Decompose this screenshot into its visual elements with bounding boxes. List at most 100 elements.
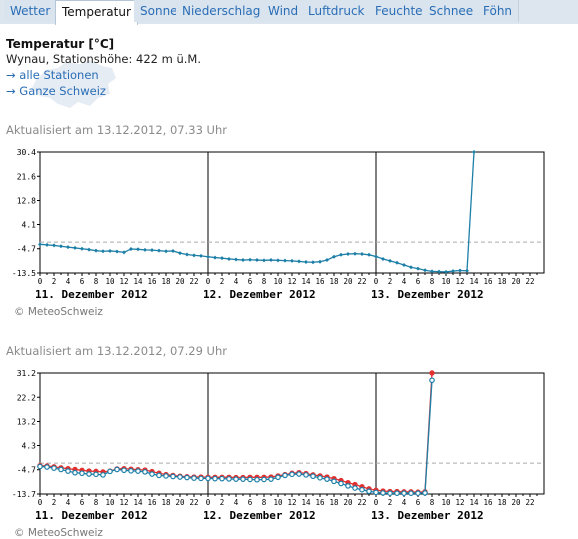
- x-tick-label: 14: [469, 277, 479, 286]
- x-tick-label: 10: [441, 498, 451, 507]
- data-point: [66, 245, 70, 250]
- data-point: [394, 490, 400, 496]
- data-point: [429, 377, 435, 384]
- x-tick-label: 10: [105, 498, 115, 507]
- temperature-chart-1: 30.421.612.84.1-4.7-13.50 2 4 6 8 10 12 14 16 18 2…: [12, 148, 545, 301]
- data-point: [402, 263, 406, 268]
- x-tick-label: 22: [189, 498, 198, 507]
- y-tick-label: 4.3: [22, 441, 37, 450]
- tab-schnee[interactable]: Schnee: [423, 0, 481, 22]
- data-point: [171, 248, 175, 253]
- x-tick-label: 16: [315, 498, 325, 507]
- x-tick-label: 2: [388, 277, 393, 286]
- data-point: [338, 480, 344, 487]
- data-point: [191, 475, 197, 481]
- x-tick-label: 6: [248, 498, 253, 507]
- x-tick-label: 4: [234, 277, 239, 286]
- x-tick-label: 16: [483, 277, 493, 286]
- tab-sonne[interactable]: Sonne: [134, 0, 185, 22]
- data-point: [401, 490, 407, 496]
- data-point: [360, 251, 364, 256]
- x-tick-label: 12: [119, 277, 128, 286]
- x-tick-label: 22: [357, 277, 366, 286]
- x-tick-label: 18: [497, 498, 507, 507]
- data-point: [324, 476, 330, 482]
- tab-wind[interactable]: Wind: [262, 0, 306, 22]
- tab-niederschlag[interactable]: Niederschlag: [176, 0, 268, 22]
- x-tick-label: 2: [220, 498, 225, 507]
- data-point: [268, 476, 274, 482]
- data-point: [108, 248, 112, 253]
- data-point: [164, 249, 168, 254]
- data-point: [416, 266, 420, 271]
- chart1-updated: Aktualisiert am 13.12.2012, 07.33 Uhr: [6, 123, 227, 137]
- x-tick-label: 6: [80, 498, 85, 507]
- data-point: [234, 257, 238, 262]
- x-tick-label: 20: [175, 498, 185, 507]
- tab-wetter[interactable]: Wetter: [4, 0, 58, 22]
- data-point: [240, 476, 246, 482]
- data-point: [136, 247, 140, 252]
- data-point: [472, 150, 476, 154]
- data-point: [51, 465, 57, 471]
- x-tick-label: 14: [469, 498, 479, 507]
- data-point: [374, 254, 378, 259]
- data-point: [72, 469, 78, 476]
- data-point: [79, 470, 85, 477]
- tab-feuchte[interactable]: Feuchte: [369, 0, 430, 22]
- data-point: [331, 478, 337, 485]
- data-point: [135, 468, 141, 474]
- data-point: [311, 260, 315, 265]
- y-tick-label: 13.2: [17, 418, 36, 427]
- all-stations-link[interactable]: → alle Stationen: [6, 68, 99, 82]
- data-point: [142, 469, 148, 475]
- data-point: [212, 475, 218, 482]
- data-point: [227, 256, 231, 261]
- x-tick-label: 10: [105, 277, 115, 286]
- tab-föhn[interactable]: Föhn: [477, 0, 520, 22]
- data-point: [422, 490, 428, 496]
- x-tick-label: 0: [38, 277, 43, 286]
- data-point: [177, 474, 183, 480]
- x-tick-label: 4: [402, 498, 407, 507]
- data-point: [325, 258, 329, 263]
- x-tick-label: 12: [455, 277, 464, 286]
- data-point: [429, 370, 435, 376]
- y-tick-label: -13.5: [12, 269, 36, 278]
- x-tick-label: 22: [357, 498, 366, 507]
- page-title: Temperatur [°C]: [6, 37, 115, 51]
- data-point: [408, 490, 414, 496]
- x-tick-label: 16: [147, 498, 157, 507]
- data-point: [199, 253, 203, 258]
- data-point: [444, 269, 448, 274]
- y-tick-label: -4.7: [17, 245, 36, 254]
- whole-switzerland-link[interactable]: → Ganze Schweiz: [6, 84, 106, 98]
- x-tick-label: 8: [430, 277, 435, 286]
- tab-luftdruck[interactable]: Luftdruck: [302, 0, 372, 22]
- data-point: [163, 473, 169, 479]
- data-point: [465, 268, 469, 273]
- data-point: [290, 258, 294, 263]
- x-tick-label: 22: [189, 277, 198, 286]
- x-tick-label: 16: [315, 277, 325, 286]
- day-label: 12. Dezember 2012: [203, 509, 316, 522]
- data-point: [115, 249, 119, 254]
- x-tick-label: 0: [206, 498, 211, 507]
- data-point: [352, 485, 358, 491]
- data-point: [241, 258, 245, 263]
- x-tick-label: 0: [374, 277, 379, 286]
- data-point: [150, 248, 154, 253]
- tab-temperatur[interactable]: Temperatur: [55, 0, 138, 25]
- data-point: [423, 268, 427, 273]
- data-point: [178, 251, 182, 256]
- chart1-copyright: © MeteoSchweiz: [14, 306, 103, 318]
- data-point: [198, 475, 204, 482]
- day-label: 11. Dezember 2012: [35, 509, 148, 522]
- data-point: [52, 243, 56, 248]
- data-point: [395, 260, 399, 265]
- data-point: [332, 254, 336, 259]
- data-point: [346, 251, 350, 256]
- data-point: [367, 252, 371, 257]
- y-tick-label: -13.7: [12, 490, 36, 499]
- data-point: [184, 474, 190, 481]
